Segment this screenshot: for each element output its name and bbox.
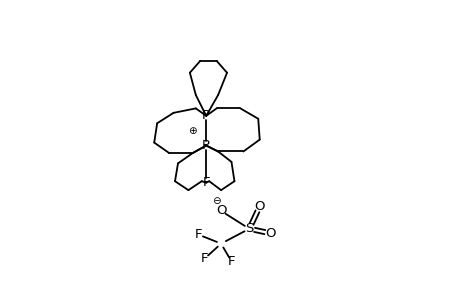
Text: F: F [202, 176, 209, 189]
Text: F: F [195, 228, 202, 241]
Text: ⊕: ⊕ [188, 126, 197, 136]
Text: O: O [254, 200, 264, 213]
Text: F: F [201, 252, 208, 265]
Text: S: S [245, 222, 253, 235]
Text: O: O [215, 204, 226, 218]
Text: F: F [227, 255, 235, 268]
Text: O: O [264, 227, 275, 240]
Text: ⊖: ⊖ [212, 196, 220, 206]
Text: P: P [202, 139, 210, 152]
Text: P: P [202, 109, 210, 122]
